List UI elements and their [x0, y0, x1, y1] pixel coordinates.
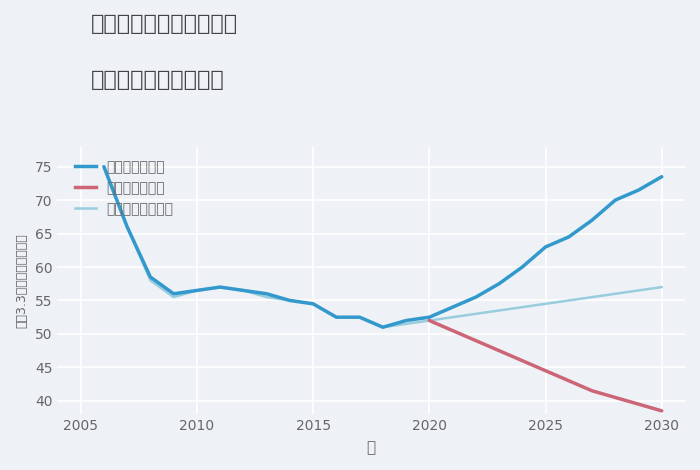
グッドシナリオ — [449, 305, 457, 310]
ノーマルシナリオ — [541, 301, 550, 306]
グッドシナリオ — [565, 234, 573, 240]
グッドシナリオ — [518, 264, 526, 270]
グッドシナリオ — [309, 301, 317, 306]
バッドシナリオ — [495, 348, 503, 353]
ノーマルシナリオ — [356, 314, 364, 320]
グッドシナリオ — [216, 284, 224, 290]
グッドシナリオ — [146, 274, 155, 280]
ノーマルシナリオ — [146, 278, 155, 283]
グッドシナリオ — [169, 291, 178, 297]
ノーマルシナリオ — [449, 314, 457, 320]
バッドシナリオ — [541, 368, 550, 374]
グッドシナリオ — [402, 318, 410, 323]
グッドシナリオ — [356, 314, 364, 320]
バッドシナリオ — [472, 338, 480, 344]
ノーマルシナリオ — [495, 308, 503, 313]
グッドシナリオ — [495, 281, 503, 287]
Text: 三重県津市白山町垣内の: 三重県津市白山町垣内の — [91, 14, 238, 34]
グッドシナリオ — [123, 224, 132, 230]
バッドシナリオ — [565, 378, 573, 384]
グッドシナリオ — [588, 217, 596, 223]
ノーマルシナリオ — [99, 164, 108, 170]
グッドシナリオ — [286, 298, 294, 303]
グッドシナリオ — [332, 314, 341, 320]
グッドシナリオ — [262, 291, 271, 297]
バッドシナリオ — [449, 328, 457, 333]
ノーマルシナリオ — [169, 294, 178, 300]
バッドシナリオ — [634, 401, 643, 407]
ノーマルシナリオ — [193, 288, 201, 293]
Line: ノーマルシナリオ: ノーマルシナリオ — [104, 167, 662, 327]
ノーマルシナリオ — [286, 298, 294, 303]
グッドシナリオ — [657, 174, 666, 180]
グッドシナリオ — [541, 244, 550, 250]
ノーマルシナリオ — [657, 284, 666, 290]
X-axis label: 年: 年 — [367, 440, 376, 455]
ノーマルシナリオ — [611, 291, 620, 297]
バッドシナリオ — [518, 358, 526, 363]
ノーマルシナリオ — [379, 324, 387, 330]
ノーマルシナリオ — [588, 294, 596, 300]
ノーマルシナリオ — [402, 321, 410, 327]
ノーマルシナリオ — [565, 298, 573, 303]
グッドシナリオ — [425, 314, 433, 320]
グッドシナリオ — [611, 197, 620, 203]
Line: バッドシナリオ: バッドシナリオ — [429, 321, 662, 411]
Legend: グッドシナリオ, バッドシナリオ, ノーマルシナリオ: グッドシナリオ, バッドシナリオ, ノーマルシナリオ — [71, 156, 178, 220]
バッドシナリオ — [611, 395, 620, 400]
Text: 中古戸建ての価格推移: 中古戸建ての価格推移 — [91, 70, 225, 91]
ノーマルシナリオ — [634, 288, 643, 293]
ノーマルシナリオ — [262, 294, 271, 300]
バッドシナリオ — [657, 408, 666, 414]
Line: グッドシナリオ: グッドシナリオ — [104, 167, 662, 327]
ノーマルシナリオ — [425, 318, 433, 323]
Y-axis label: 坪（3.3㎡）単価（万円）: 坪（3.3㎡）単価（万円） — [15, 233, 28, 328]
バッドシナリオ — [588, 388, 596, 393]
ノーマルシナリオ — [518, 305, 526, 310]
グッドシナリオ — [99, 164, 108, 170]
グッドシナリオ — [634, 187, 643, 193]
ノーマルシナリオ — [123, 224, 132, 230]
ノーマルシナリオ — [309, 301, 317, 306]
バッドシナリオ — [425, 318, 433, 323]
ノーマルシナリオ — [239, 288, 248, 293]
ノーマルシナリオ — [472, 311, 480, 317]
ノーマルシナリオ — [216, 284, 224, 290]
グッドシナリオ — [193, 288, 201, 293]
ノーマルシナリオ — [332, 314, 341, 320]
グッドシナリオ — [472, 294, 480, 300]
グッドシナリオ — [379, 324, 387, 330]
グッドシナリオ — [239, 288, 248, 293]
